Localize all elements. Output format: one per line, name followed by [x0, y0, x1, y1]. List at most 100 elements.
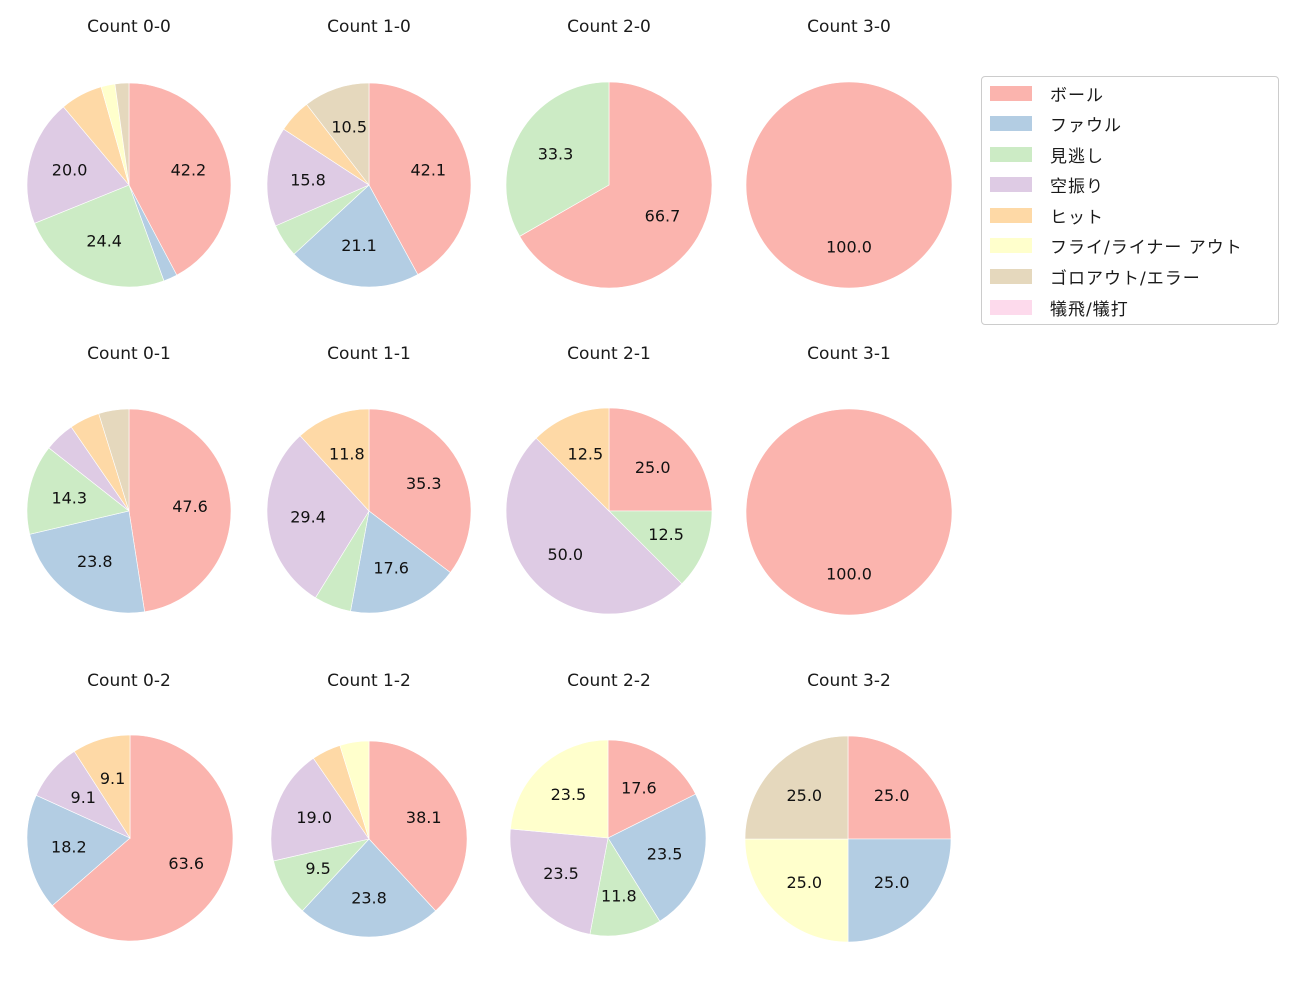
pie-wedge-label: 66.7 — [645, 206, 681, 225]
legend-item-hit: ヒット — [990, 204, 1104, 228]
pie-wedge — [299, 408, 370, 512]
legend-label: 空振り — [1050, 176, 1104, 197]
pie-wedge-label: 20.0 — [52, 161, 88, 180]
legend-swatch-grounder-out-error — [990, 268, 1032, 284]
pie-wedge-label: 23.5 — [543, 864, 579, 883]
pie-wedge — [847, 838, 952, 943]
pie-wedge-label: 25.0 — [874, 786, 910, 805]
pie-wedge — [128, 82, 232, 276]
pie-wedge-label: 9.5 — [305, 859, 330, 878]
pie-title-count-1-1: Count 1-1 — [327, 344, 411, 364]
pie-wedge — [519, 81, 713, 289]
pie-wedge-label: 11.8 — [329, 444, 365, 463]
pie-wedge-label: 25.0 — [874, 873, 910, 892]
pie-wedge-label: 9.1 — [71, 788, 96, 807]
pie-wedge-label: 42.2 — [171, 161, 207, 180]
pie-wedge — [266, 128, 370, 227]
pie-count-0-1: 47.6 23.8 14.3 — [26, 408, 232, 614]
legend-swatch-called-strike — [990, 146, 1032, 162]
legend: ボール ファウル 見逃し 空振り ヒット フライ/ライナー アウト ゴロアウト/… — [981, 76, 1279, 325]
pie-wedge — [607, 739, 697, 839]
legend-swatch-fly-liner-out — [990, 237, 1032, 253]
pie-wedge — [270, 757, 370, 862]
pie-wedge — [26, 447, 130, 535]
pie-wedge — [744, 838, 849, 943]
legend-item-ball: ボール — [990, 82, 1104, 106]
pie-wedge — [368, 740, 468, 912]
pie-wedge-label: 11.8 — [601, 886, 637, 905]
pie-count-3-1: 100.0 — [745, 408, 953, 616]
pie-wedge — [339, 740, 370, 840]
pie-title-count-3-2: Count 3-2 — [807, 671, 891, 691]
pie-wedge — [306, 82, 370, 186]
pie-wedge-label: 12.5 — [568, 444, 604, 463]
pie-wedge — [114, 82, 130, 186]
pie-title-count-3-0: Count 3-0 — [807, 17, 891, 37]
pie-title-count-1-2: Count 1-2 — [327, 671, 411, 691]
pie-wedge-label: 29.4 — [290, 507, 326, 526]
pie-count-0-0: 42.2 24.4 20.0 — [26, 82, 232, 288]
pie-count-1-1: 35.3 17.6 29.4 11.8 — [266, 408, 472, 614]
pie-wedge-label: 50.0 — [547, 545, 583, 564]
pie-wedge-label: 100.0 — [826, 564, 872, 583]
pie-wedge — [51, 734, 234, 942]
pie-count-3-2: 25.0 25.0 25.0 25.0 — [744, 735, 952, 943]
pie-wedge-label: 14.3 — [51, 488, 87, 507]
pie-wedge — [350, 510, 451, 614]
legend-swatch-sacrifice — [990, 299, 1032, 315]
pie-count-0-2: 63.6 18.2 9.19.1 — [26, 734, 234, 942]
legend-label: 犠飛/犠打 — [1050, 299, 1129, 320]
pie-wedge — [847, 735, 952, 840]
pie-wedge-label: 18.2 — [51, 837, 87, 856]
pie-wedge — [301, 838, 437, 938]
pie-wedge-label: 100.0 — [826, 237, 872, 256]
pie-title-count-2-0: Count 2-0 — [567, 17, 651, 37]
pie-wedge-label: 23.5 — [551, 785, 587, 804]
pie-wedge-label: 25.0 — [786, 786, 822, 805]
pie-title-count-0-0: Count 0-0 — [87, 17, 171, 37]
pie-wedge-label: 17.6 — [621, 778, 657, 797]
pie-title-count-1-0: Count 1-0 — [327, 17, 411, 37]
pie-wedge — [589, 837, 661, 937]
legend-label: フライ/ライナー アウト — [1050, 237, 1243, 258]
pie-wedge — [29, 510, 145, 614]
legend-item-fly-liner-out: フライ/ライナー アウト — [990, 234, 1243, 258]
pie-title-count-0-2: Count 0-2 — [87, 671, 171, 691]
pie-wedge — [26, 794, 131, 907]
pie-wedge — [26, 106, 130, 224]
pie-wedge — [535, 407, 610, 512]
pie-wedge — [607, 793, 707, 922]
legend-item-foul: ファウル — [990, 112, 1122, 136]
legend-swatch-hit — [990, 207, 1032, 223]
pie-wedge-label: 23.8 — [351, 888, 387, 907]
pie-wedge — [368, 82, 472, 275]
pie-wedge-label: 19.0 — [296, 808, 332, 827]
pie-wedge-label: 47.6 — [172, 497, 208, 516]
pie-wedge — [505, 81, 610, 237]
pie-wedge-label: 25.0 — [635, 458, 671, 477]
pie-wedge-label: 63.6 — [168, 854, 204, 873]
pie-title-count-2-2: Count 2-2 — [567, 671, 651, 691]
pie-wedge-label: 24.4 — [86, 231, 122, 250]
pie-wedge-label: 25.0 — [786, 873, 822, 892]
legend-label: 見逃し — [1050, 146, 1104, 167]
pie-wedge — [266, 435, 370, 599]
pie-wedge — [510, 739, 609, 839]
pie-wedge — [98, 408, 130, 512]
pie-wedge-label: 38.1 — [406, 808, 442, 827]
pie-wedge — [293, 184, 419, 288]
pie-wedge-label: 33.3 — [538, 145, 574, 164]
pie-count-2-1: 25.0 12.5 50.0 12.5 — [505, 407, 713, 615]
pie-wedge — [745, 408, 953, 616]
pie-wedge-label: 10.5 — [331, 118, 367, 137]
pie-wedge — [744, 735, 849, 840]
pie-wedge — [128, 408, 232, 613]
pie-wedge-label: 42.1 — [410, 160, 446, 179]
pie-wedge — [509, 828, 609, 935]
pie-wedge — [73, 734, 131, 840]
pie-wedge-label: 21.1 — [341, 236, 377, 255]
pie-title-count-0-1: Count 0-1 — [87, 344, 171, 364]
pie-wedge — [505, 437, 683, 615]
legend-label: ファウル — [1050, 115, 1122, 136]
